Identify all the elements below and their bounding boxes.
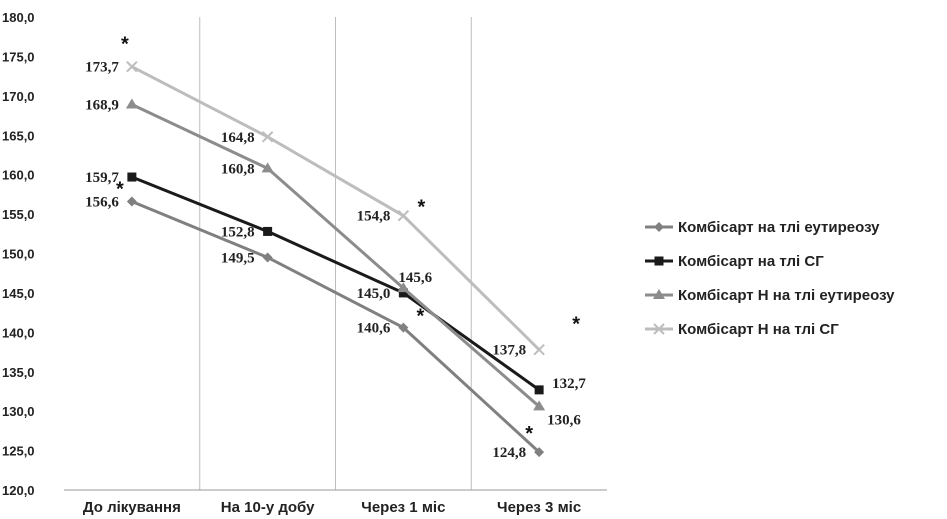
series-line xyxy=(131,175,540,392)
x-tick-label: До лікування xyxy=(83,499,181,516)
legend-item: Комбісарт Н на тлі СГ xyxy=(644,312,895,346)
y-tick-label: 135,0 xyxy=(2,365,35,380)
data-label: 154,8 xyxy=(357,209,391,225)
y-tick-label: 155,0 xyxy=(2,207,35,222)
point-marker xyxy=(653,323,665,335)
data-label: 137,8 xyxy=(492,343,526,359)
significance-asterisk: * xyxy=(116,178,124,200)
data-label: 140,6 xyxy=(357,321,391,337)
point-marker xyxy=(398,288,408,298)
point-marker xyxy=(654,256,664,266)
data-label: 132,7 xyxy=(552,376,586,392)
point-marker xyxy=(262,252,273,263)
point-marker xyxy=(397,282,410,293)
x-tick-label: Через 3 міс xyxy=(497,499,581,516)
legend-label: Комбісарт на тлі СГ xyxy=(678,252,824,270)
point-marker xyxy=(398,322,409,333)
legend-label: Комбісарт Н на тлі СГ xyxy=(678,320,839,338)
point-marker xyxy=(125,98,138,109)
point-marker xyxy=(534,447,545,458)
point-marker xyxy=(261,131,274,143)
series-line xyxy=(131,65,541,351)
data-label: 145,6 xyxy=(398,270,432,286)
point-marker xyxy=(654,222,664,232)
y-tick-label: 160,0 xyxy=(2,168,35,183)
data-label: 145,0 xyxy=(357,286,391,302)
series-line xyxy=(131,103,541,408)
point-marker xyxy=(653,289,665,299)
legend-label: Комбісарт на тлі еутиреозу xyxy=(678,218,880,236)
data-label: 164,8 xyxy=(221,130,255,146)
point-marker xyxy=(533,400,546,411)
point-marker xyxy=(126,196,137,207)
point-marker xyxy=(533,343,545,356)
data-label: 168,9 xyxy=(85,98,119,114)
y-tick-label: 120,0 xyxy=(2,483,35,498)
significance-asterisk: * xyxy=(417,197,425,219)
x-axis: До лікування На 10-у добу Через 1 міс Через… xyxy=(83,499,581,516)
point-marker xyxy=(263,226,273,236)
y-tick-label: 180,0 xyxy=(2,10,35,25)
legend-marker-icon xyxy=(645,256,673,266)
point-marker xyxy=(126,60,138,73)
data-labels: 156,6*149,5140,6*124,8*159,7152,8145,013… xyxy=(85,34,586,461)
data-label: 152,8 xyxy=(221,224,255,240)
legend-item: Комбісарт на тлі еутиреозу xyxy=(644,210,895,244)
y-tick-label: 130,0 xyxy=(2,404,35,419)
y-axis: 120,0 125,0 130,0 135,0 140,0 145,0 150,0 155,0… xyxy=(2,10,35,498)
data-label: 159,7 xyxy=(85,170,119,186)
significance-asterisk: * xyxy=(121,34,129,56)
data-label: 124,8 xyxy=(492,445,526,461)
y-tick-label: 150,0 xyxy=(2,247,35,262)
data-label: 160,8 xyxy=(221,161,255,177)
y-tick-label: 175,0 xyxy=(2,49,35,64)
legend: Комбісарт на тлі еутиреозу Комбісарт на т… xyxy=(644,210,895,346)
y-tick-label: 140,0 xyxy=(2,325,35,340)
y-tick-label: 145,0 xyxy=(2,286,35,301)
significance-asterisk: * xyxy=(525,423,533,445)
legend-marker-icon xyxy=(645,323,673,335)
y-tick-label: 165,0 xyxy=(2,128,35,143)
point-marker xyxy=(534,385,544,395)
legend-marker-icon xyxy=(645,222,673,232)
significance-asterisk: * xyxy=(572,314,580,336)
series-line xyxy=(131,200,541,454)
legend-label: Комбісарт Н на тлі еутиреозу xyxy=(678,286,895,304)
x-tick-label: Через 1 міс xyxy=(361,499,445,516)
series-lines xyxy=(125,60,546,458)
y-tick-label: 125,0 xyxy=(2,444,35,459)
x-tick-label: На 10-у добу xyxy=(221,499,315,516)
data-label: 149,5 xyxy=(221,250,255,266)
grid xyxy=(64,17,607,491)
point-marker xyxy=(397,209,410,222)
legend-item: Комбісарт Н на тлі еутиреозу xyxy=(644,278,895,312)
point-marker xyxy=(261,162,274,173)
legend-item: Комбісарт на тлі СГ xyxy=(644,244,895,278)
y-tick-label: 170,0 xyxy=(2,89,35,104)
data-label: 130,6 xyxy=(547,412,581,428)
data-label: 173,7 xyxy=(85,60,119,76)
point-marker xyxy=(127,172,137,182)
data-label: 156,6 xyxy=(85,194,119,210)
legend-marker-icon xyxy=(645,289,673,299)
significance-asterisk: * xyxy=(416,306,424,328)
